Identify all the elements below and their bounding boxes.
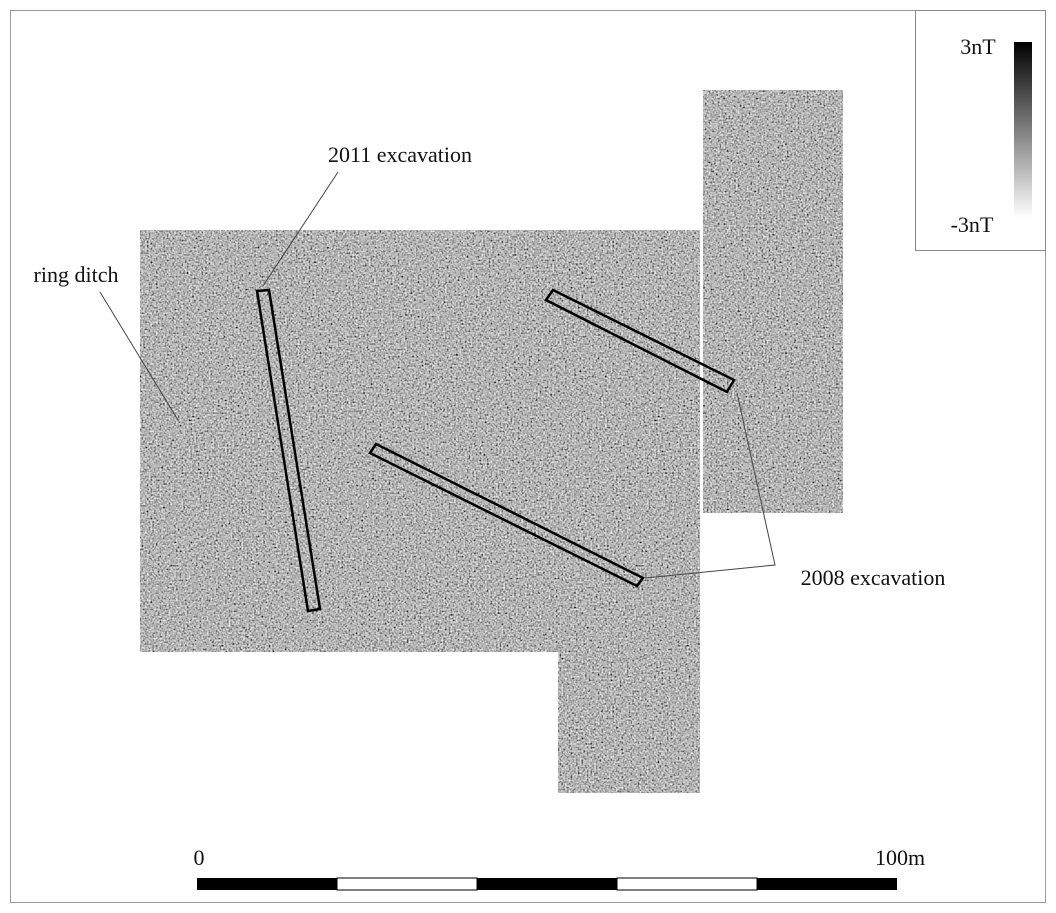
survey-data: [140, 90, 843, 793]
legend: 3nT -3nT: [916, 11, 1046, 251]
scale-segment: [617, 878, 757, 890]
survey-map: 2011 excavation ring ditch 2008 excavati…: [0, 0, 1056, 913]
survey-area: [140, 230, 700, 652]
legend-max: 3nT: [960, 34, 996, 59]
scale-label: 100m: [875, 845, 925, 870]
scale-segment: [337, 878, 477, 890]
legend-min: -3nT: [951, 212, 994, 237]
survey-area: [558, 652, 700, 793]
annotation: 2011 excavation: [328, 142, 472, 167]
scale-segment: [757, 878, 897, 890]
survey-area: [703, 90, 843, 513]
annotation: 2008 excavation: [801, 565, 946, 590]
scale-segment: [477, 878, 617, 890]
legend-gradient: [1014, 42, 1032, 218]
scale-bar: 0 100m: [194, 845, 926, 890]
annotation: ring ditch: [34, 262, 119, 287]
scale-label: 0: [194, 845, 205, 870]
scale-segment: [197, 878, 337, 890]
